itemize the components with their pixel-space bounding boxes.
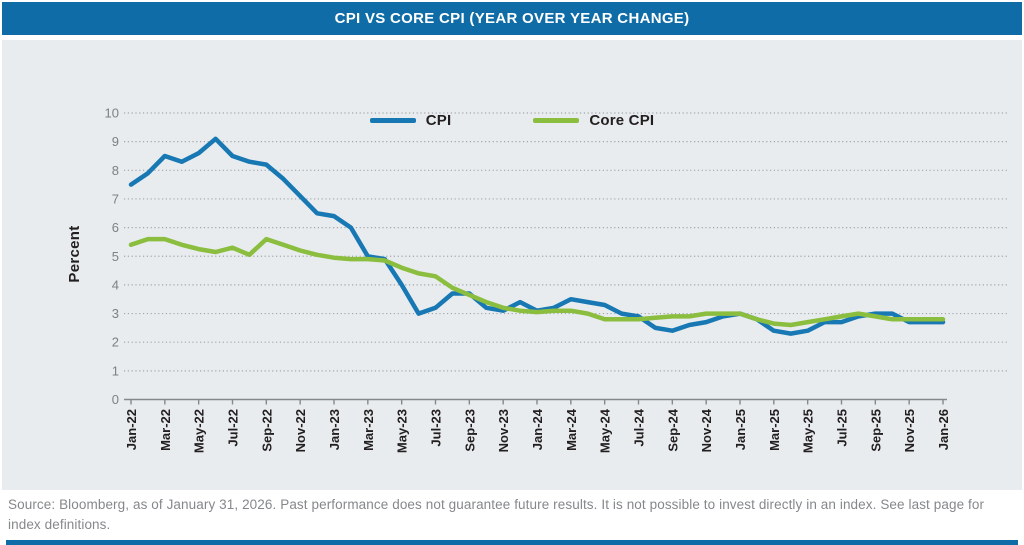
- x-tick-label: May-23: [395, 409, 410, 453]
- y-tick-label: 5: [112, 249, 119, 264]
- legend: CPI Core CPI: [2, 112, 1022, 129]
- x-tick-label: Jan-26: [936, 409, 951, 450]
- legend-item-core-cpi: Core CPI: [533, 112, 654, 129]
- x-tick-label: Jan-24: [530, 408, 545, 450]
- x-tick-label: Jul-23: [429, 409, 444, 447]
- x-tick-label: Mar-24: [564, 408, 579, 451]
- y-tick-label: 2: [112, 335, 119, 350]
- core-cpi-line-swatch: [533, 118, 580, 123]
- y-tick-label: 6: [112, 220, 119, 235]
- y-tick-label: 3: [112, 306, 119, 321]
- y-tick-label: 0: [112, 392, 119, 407]
- x-tick-label: Jul-22: [226, 409, 241, 447]
- x-tick-label: Sep-25: [868, 409, 883, 452]
- y-tick-label: 9: [112, 134, 119, 149]
- y-tick-label: 10: [105, 106, 119, 121]
- legend-item-cpi: CPI: [369, 112, 452, 129]
- x-tick-label: May-22: [192, 409, 207, 453]
- x-tick-label: Mar-23: [361, 409, 376, 451]
- legend-label-cpi: CPI: [425, 112, 452, 129]
- cpi-line-swatch: [369, 118, 416, 123]
- legend-label-core-cpi: Core CPI: [589, 112, 655, 129]
- y-tick-label: 1: [112, 363, 119, 378]
- y-tick-label: 4: [112, 277, 119, 292]
- x-tick-label: Sep-23: [462, 409, 477, 452]
- x-tick-label: Sep-22: [259, 409, 274, 452]
- x-tick-label: Nov-24: [699, 408, 714, 452]
- source-note: Source: Bloomberg, as of January 31, 202…: [8, 497, 985, 533]
- x-tick-label: Mar-22: [158, 409, 173, 451]
- x-tick-label: Jan-22: [124, 409, 139, 450]
- x-tick-label: Nov-23: [496, 409, 511, 452]
- x-tick-label: Jan-25: [733, 409, 748, 450]
- chart-panel: CPI Core CPI: [2, 40, 1022, 490]
- x-tick-label: Jul-24: [632, 408, 647, 446]
- x-tick-label: May-25: [801, 409, 816, 453]
- cpi-line: [128, 136, 946, 336]
- core-cpi-line: [128, 236, 946, 328]
- bottom-accent-bar: [6, 540, 1018, 545]
- x-tick-label: Nov-22: [293, 409, 308, 452]
- y-tick-label: 7: [112, 191, 119, 206]
- x-tick-label: Sep-24: [665, 408, 680, 451]
- x-tick-label: Jan-23: [327, 409, 342, 450]
- chart-title: CPI VS CORE CPI (YEAR OVER YEAR CHANGE): [2, 2, 1022, 35]
- x-tick-label: Mar-25: [767, 409, 782, 451]
- x-tick-label: May-24: [598, 408, 613, 453]
- x-tick-label: Nov-25: [902, 409, 917, 452]
- y-tick-label: 8: [112, 163, 119, 178]
- x-tick-label: Jul-25: [835, 409, 850, 447]
